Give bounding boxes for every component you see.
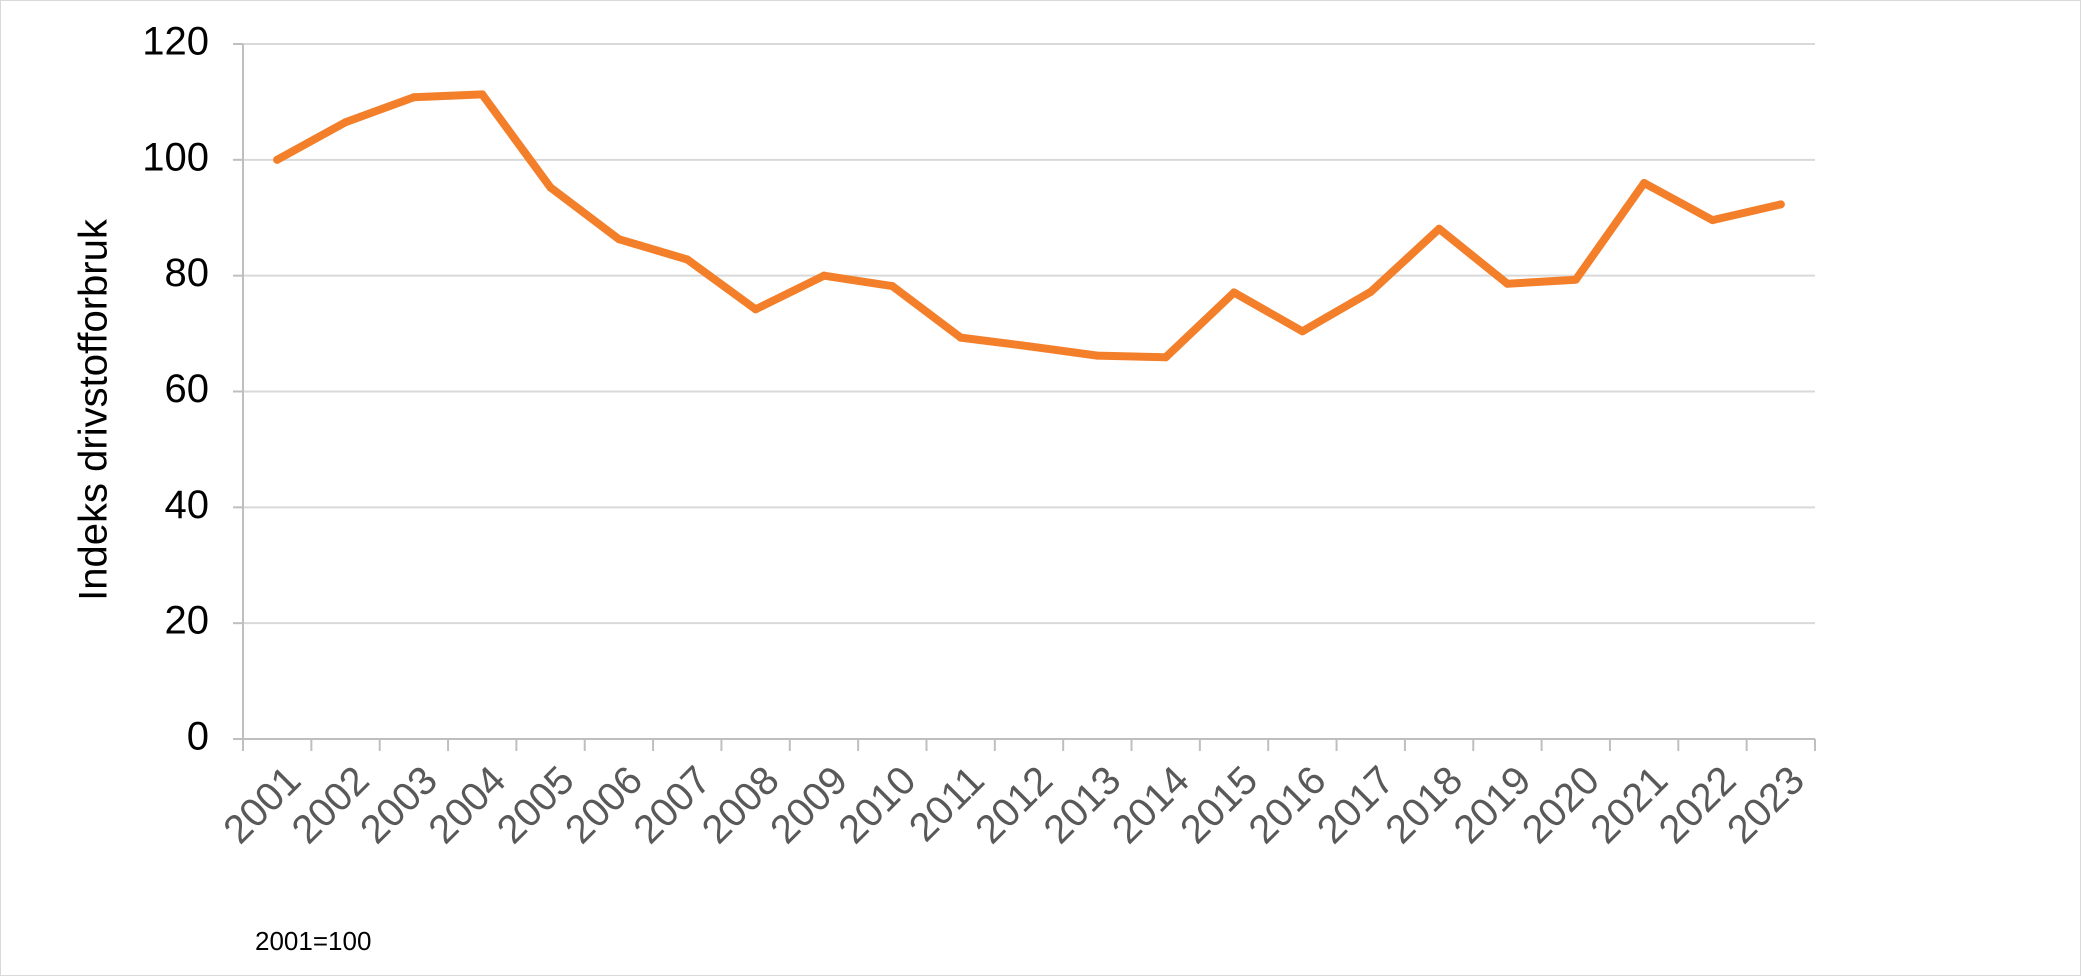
x-tick-label: 2012 [967,758,1061,852]
x-tick-label: 2004 [420,758,514,852]
x-tick-label: 2013 [1035,758,1129,852]
x-tick-label: 2023 [1719,758,1813,852]
x-tick-label: 2020 [1514,758,1608,852]
data-point [956,333,965,342]
data-point [478,90,487,99]
x-tick-label: 2014 [1104,758,1198,852]
x-tick-label: 2005 [489,758,583,852]
y-tick-label: 120 [142,20,209,64]
data-point [1025,342,1033,351]
data-point [1640,179,1649,187]
data-point [1435,224,1444,233]
y-tick-label: 20 [165,599,210,643]
data-point [1776,200,1785,209]
data-point [1298,327,1307,336]
data-point [1161,353,1170,362]
data-point [409,93,418,102]
x-tick-label: 2006 [557,758,651,852]
y-tick-labels: 0 20 40 60 80 100 120 [142,20,209,759]
y-tick-label: 80 [165,251,210,295]
x-tick-label: 2019 [1446,758,1540,852]
data-point [1503,279,1512,288]
data-point [1708,216,1717,225]
data-point [751,305,760,314]
x-tick-label: 2009 [762,758,856,852]
data-point [341,118,350,127]
x-tick-labels: 2001200220032004200520062007200820092010… [215,758,1813,852]
x-tick-label: 2021 [1582,758,1676,852]
y-tick-label: 0 [187,715,209,759]
data-point [546,183,555,192]
data-point [819,271,828,280]
series-layer [273,90,1785,362]
data-point [888,282,897,291]
data-point [1571,275,1580,284]
data-point [1366,287,1375,296]
data-point [683,255,692,264]
x-tick-label: 2015 [1172,758,1266,852]
y-tick-label: 100 [142,135,209,179]
x-tick-label: 2017 [1309,758,1403,852]
footnote: 2001=100 [255,926,372,956]
data-point [614,235,623,244]
y-tick-label: 40 [165,483,210,527]
x-tick-label: 2011 [901,758,993,850]
data-point [1230,288,1239,297]
y-axis-title: Indeks drivstofforbruk [72,218,116,601]
data-point [273,155,282,164]
x-tick-label: 2001 [215,758,309,852]
x-tick-label: 2018 [1377,758,1471,852]
x-tick-label: 2002 [284,758,378,852]
y-tick-label: 60 [165,367,210,411]
x-tick-label: 2007 [625,758,719,852]
axes [233,43,1816,751]
gridlines [243,43,1815,625]
data-point [1093,351,1102,360]
x-tick-label: 2016 [1241,758,1335,852]
x-tick-label: 2022 [1651,758,1745,852]
x-tick-label: 2010 [830,758,924,852]
series-line [273,90,1785,362]
x-tick-label: 2003 [352,758,446,852]
x-tick-label: 2008 [694,758,788,852]
